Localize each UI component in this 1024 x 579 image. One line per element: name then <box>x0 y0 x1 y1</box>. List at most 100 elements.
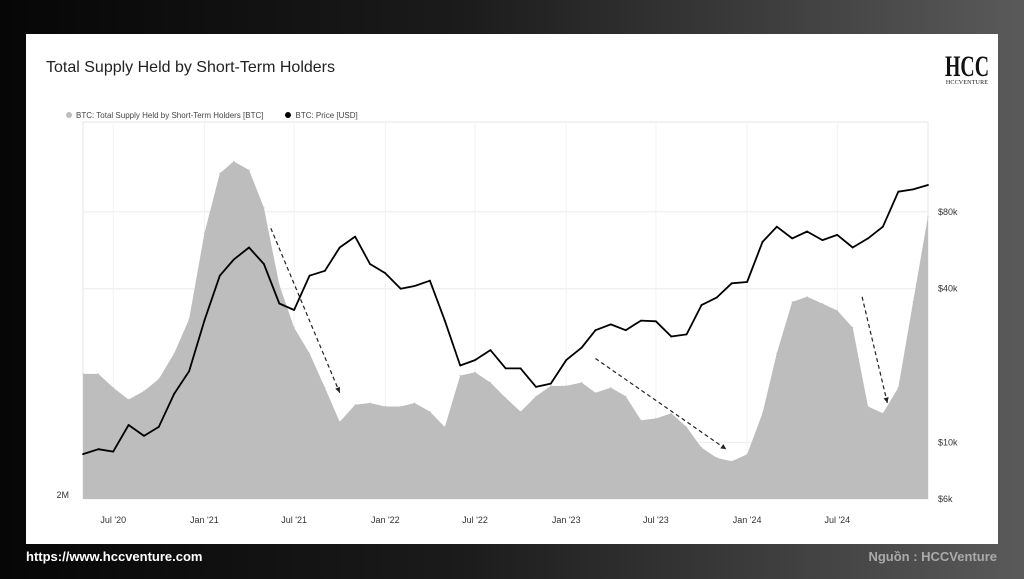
price-point-56 <box>927 184 929 186</box>
price-point-53 <box>882 225 884 228</box>
price-point-54 <box>897 190 900 193</box>
supply-point-26 <box>474 371 476 373</box>
supply-point-54 <box>897 387 899 389</box>
price-point-44 <box>746 281 748 283</box>
supply-point-36 <box>625 395 627 397</box>
x-tick-label-8: Jul '24 <box>824 515 850 525</box>
supply-point-56 <box>927 215 929 217</box>
price-point-4 <box>143 435 145 437</box>
price-point-3 <box>127 424 130 426</box>
trend-arrow-2 <box>861 296 888 404</box>
x-tick-label-2: Jul '21 <box>281 515 307 525</box>
right-tick-label-2: $40k <box>938 284 958 294</box>
legend-entry-supply[interactable]: BTC: Total Supply Held by Short-Term Hol… <box>66 111 263 120</box>
price-point-24 <box>443 319 446 322</box>
right-tick-label-1: $10k <box>938 437 958 447</box>
supply-point-53 <box>882 412 884 414</box>
supply-point-10 <box>233 160 235 162</box>
legend: BTC: Total Supply Held by Short-Term Hol… <box>66 109 358 121</box>
price-point-45 <box>761 241 764 243</box>
supply-point-23 <box>429 411 431 413</box>
supply-point-29 <box>520 411 522 413</box>
price-point-42 <box>716 296 718 299</box>
supply-point-13 <box>278 284 280 286</box>
price-point-13 <box>278 302 281 305</box>
supply-point-16 <box>324 387 326 389</box>
legend-label-supply: BTC: Total Supply Held by Short-Term Hol… <box>76 110 264 120</box>
supply-point-9 <box>219 172 221 174</box>
price-point-43 <box>730 282 733 285</box>
price-point-10 <box>232 258 235 261</box>
supply-point-28 <box>505 397 507 399</box>
supply-point-25 <box>459 375 461 377</box>
supply-point-34 <box>594 392 597 394</box>
price-point-35 <box>609 323 612 326</box>
legend-entry-price[interactable]: BTC: Price [USD] <box>285 111 358 120</box>
supply-point-11 <box>248 169 250 171</box>
price-point-46 <box>775 225 778 228</box>
price-point-16 <box>324 269 326 272</box>
supply-point-49 <box>821 303 824 305</box>
price-point-2 <box>112 450 115 453</box>
price-point-55 <box>912 188 914 191</box>
price-point-40 <box>685 333 688 336</box>
price-point-18 <box>354 235 356 238</box>
supply-point-55 <box>912 301 914 303</box>
price-point-25 <box>459 364 462 367</box>
supply-point-38 <box>655 417 657 420</box>
supply-point-48 <box>806 296 808 298</box>
price-point-28 <box>504 367 507 370</box>
supply-point-52 <box>867 405 869 408</box>
x-axis-ticks: Jul '20 Jan '21 Jul '21 Jan '22 Jul '22 Jan '… <box>100 515 850 525</box>
price-point-31 <box>549 382 552 385</box>
supply-point-5 <box>158 378 160 380</box>
supply-area-layer <box>82 160 929 499</box>
price-point-22 <box>413 285 416 287</box>
price-line-layer <box>82 184 929 455</box>
supply-point-35 <box>610 387 612 389</box>
price-point-15 <box>308 274 311 277</box>
y-axis-ticks: $6k $10k $40k $80k 2M <box>56 207 958 504</box>
supply-point-31 <box>550 385 552 387</box>
supply-point-17 <box>339 421 341 423</box>
arrowhead-icon-0 <box>335 386 341 393</box>
supply-point-42 <box>716 457 718 459</box>
x-tick-label-3: Jan '22 <box>371 515 400 525</box>
price-point-36 <box>624 329 627 332</box>
price-point-51 <box>851 246 854 249</box>
supply-point-0 <box>82 373 84 375</box>
supply-point-6 <box>173 352 175 354</box>
supply-point-3 <box>128 399 130 401</box>
arrowhead-icon-2 <box>883 397 889 404</box>
price-point-7 <box>188 370 191 373</box>
x-tick-label-7: Jan '24 <box>733 515 762 525</box>
price-point-34 <box>594 329 597 332</box>
footer-url-link[interactable]: https://www.hccventure.com <box>26 549 203 564</box>
supply-point-45 <box>761 412 764 414</box>
supply-point-8 <box>203 232 205 234</box>
supply-point-20 <box>384 405 386 408</box>
price-point-11 <box>248 246 250 249</box>
price-point-49 <box>821 239 824 242</box>
supply-point-27 <box>489 381 491 384</box>
price-point-37 <box>640 319 642 322</box>
logo-text: HCCVENTURE <box>945 80 989 86</box>
price-point-0 <box>82 453 84 455</box>
price-point-8 <box>203 319 206 322</box>
right-tick-label-3: $80k <box>938 207 958 217</box>
price-point-52 <box>867 237 869 240</box>
chart-card: Total Supply Held by Short-Term Holders … <box>26 34 998 544</box>
price-point-30 <box>535 386 537 388</box>
legend-dot-supply <box>66 112 72 118</box>
supply-point-50 <box>836 309 838 312</box>
supply-point-33 <box>581 381 583 384</box>
x-tick-label-5: Jan '23 <box>552 515 581 525</box>
supply-point-15 <box>308 352 311 354</box>
supply-point-21 <box>400 405 402 408</box>
supply-point-1 <box>97 373 99 375</box>
supply-point-47 <box>791 301 793 303</box>
supply-point-18 <box>354 404 356 406</box>
right-tick-label-0: $6k <box>938 494 953 504</box>
trend-arrow-1 <box>595 357 727 450</box>
price-point-19 <box>369 263 371 265</box>
